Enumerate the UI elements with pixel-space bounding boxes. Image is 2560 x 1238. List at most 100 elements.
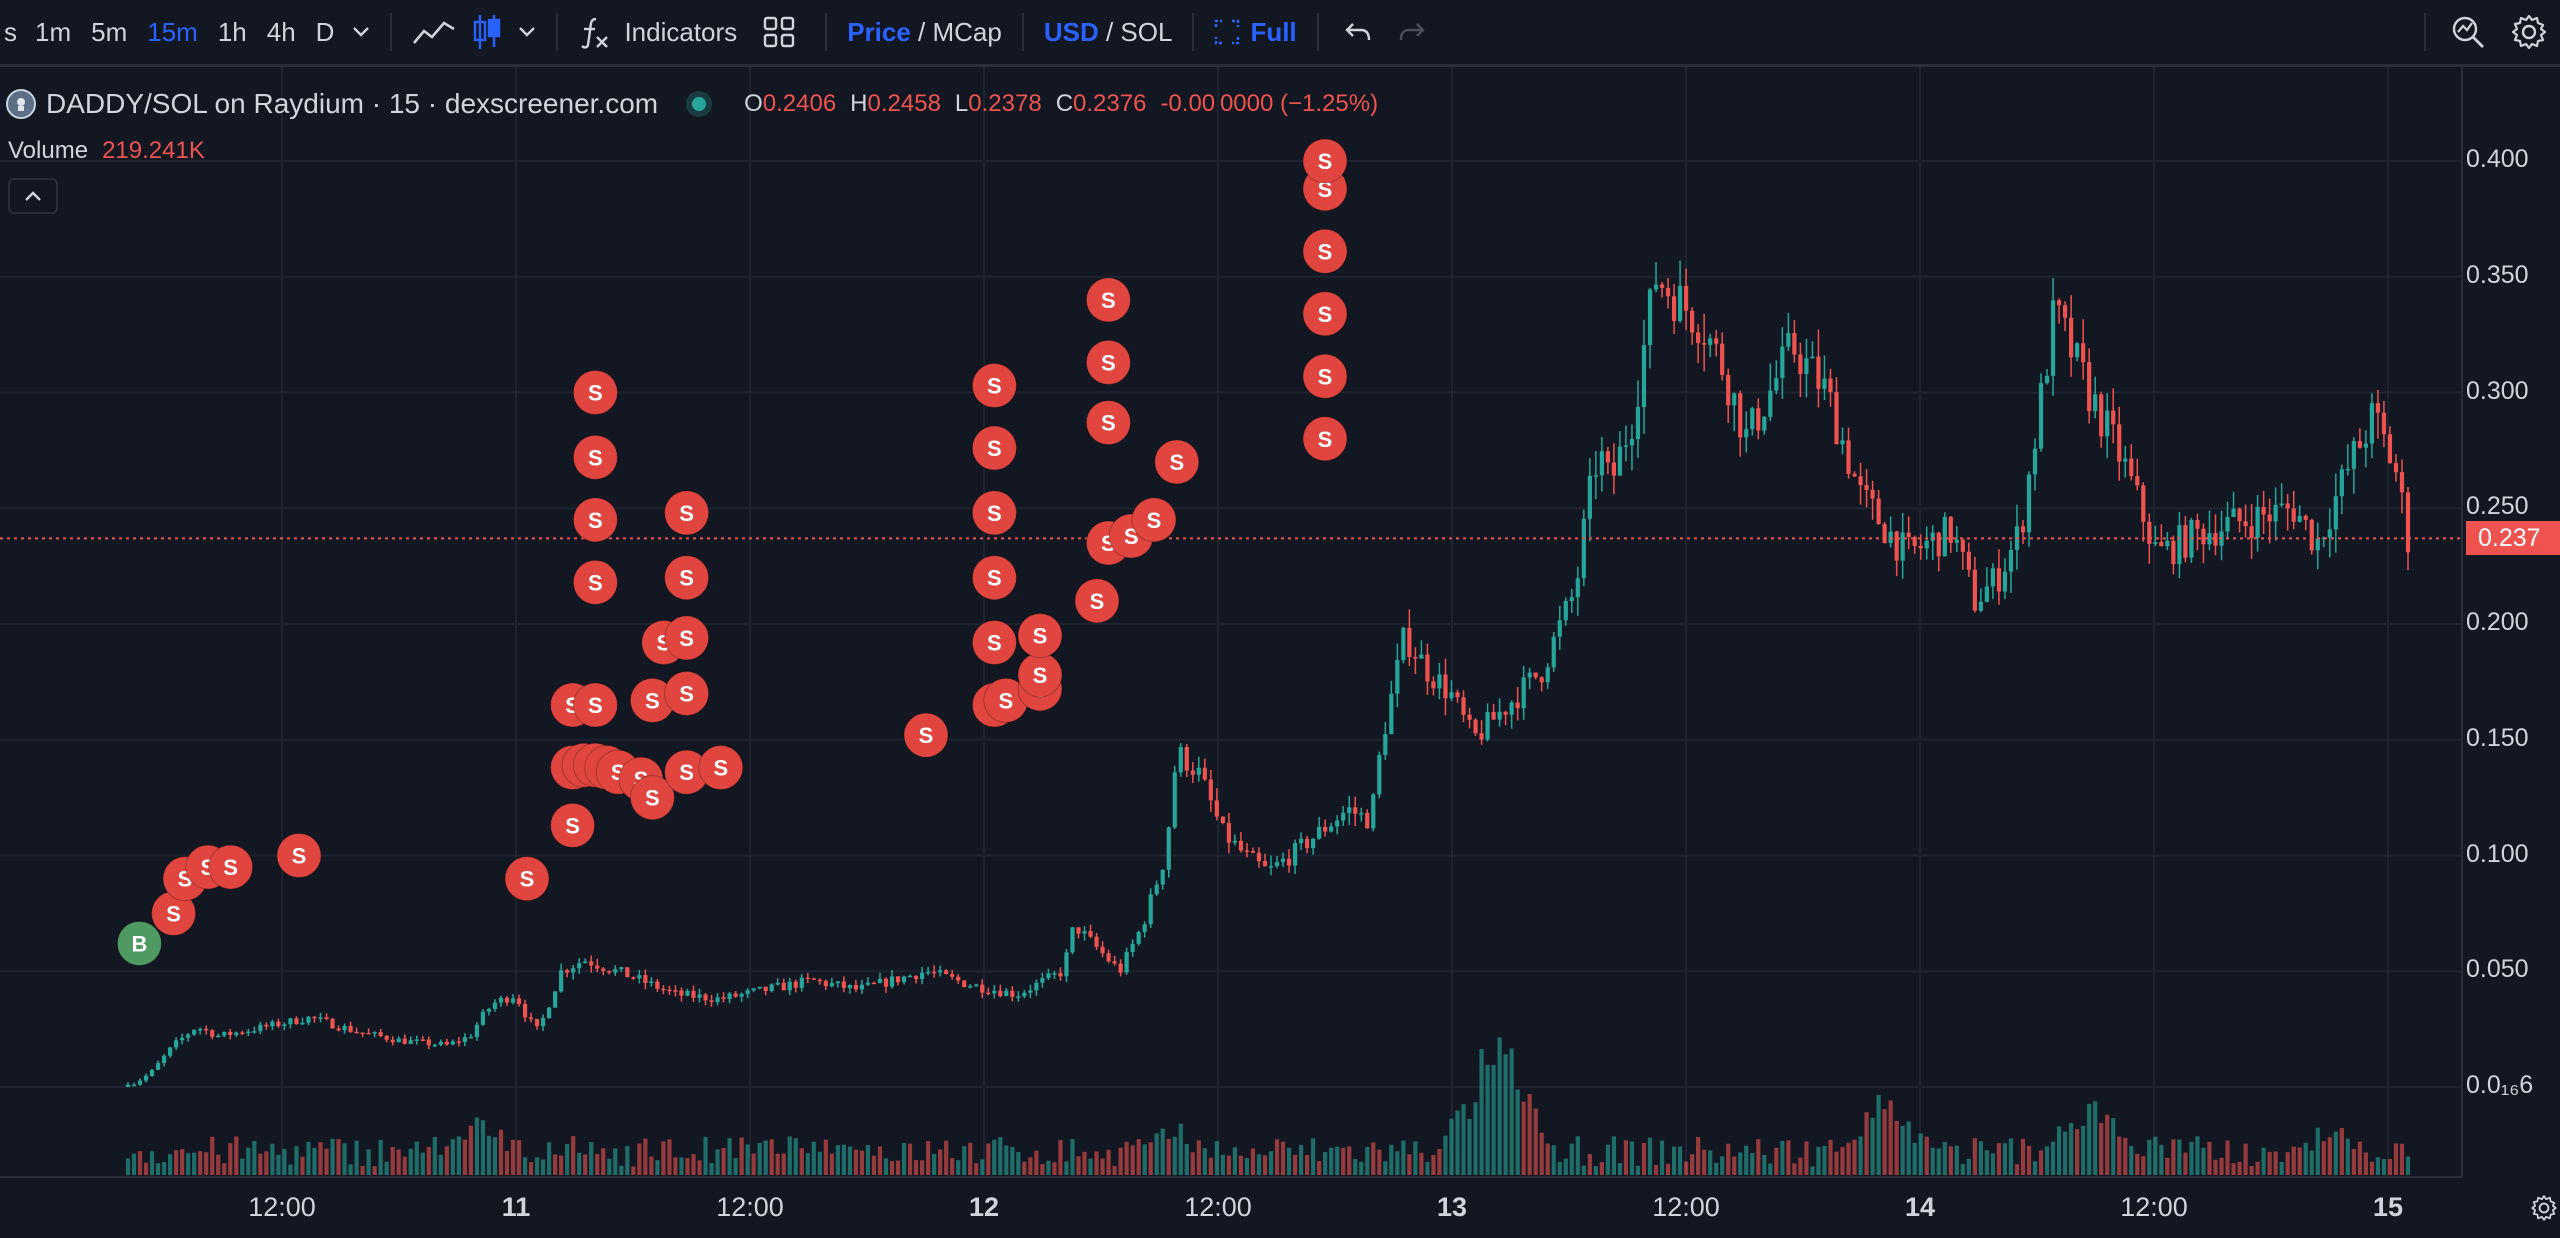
candle-body — [1377, 754, 1382, 795]
candle-body — [2141, 485, 2146, 522]
candle-body — [2309, 519, 2314, 551]
usd-option[interactable]: USD — [1043, 16, 1099, 47]
volume-bar — [2099, 1122, 2104, 1175]
sell-marker: S — [664, 749, 710, 795]
sol-option[interactable]: SOL — [1120, 16, 1173, 47]
volume-bar — [1142, 1144, 1147, 1175]
volume-bar — [1407, 1154, 1412, 1175]
volume-bar — [895, 1160, 901, 1175]
volume-bar — [673, 1157, 678, 1175]
volume-bar — [1533, 1108, 1538, 1175]
volume-bar — [1882, 1109, 1887, 1175]
sell-marker: S — [1085, 400, 1131, 446]
sell-marker-letter: S — [987, 631, 1002, 656]
volume-bar — [408, 1148, 413, 1175]
candle-body — [1503, 711, 1508, 715]
settings-gear-icon[interactable] — [2498, 0, 2560, 64]
candle-body — [1485, 712, 1490, 740]
volume-bar — [1311, 1138, 1316, 1175]
timeframe-1m[interactable]: 1m — [35, 16, 72, 47]
candle-body — [2303, 515, 2308, 520]
volume-bar — [1196, 1140, 1201, 1175]
currency-toggle[interactable]: USD / SOL — [1036, 0, 1181, 64]
volume-bar — [1425, 1161, 1430, 1175]
mcap-option[interactable]: MCap — [932, 16, 1002, 47]
candle-body — [270, 1021, 275, 1027]
candle-body — [709, 1000, 714, 1003]
volume-bar — [1629, 1141, 1635, 1175]
candle-body — [234, 1032, 239, 1036]
volume-bar — [288, 1164, 293, 1175]
candle-body — [1136, 931, 1141, 944]
volume-bar — [2038, 1150, 2044, 1175]
sell-marker: S — [698, 745, 744, 791]
price-option[interactable]: Price — [847, 16, 911, 47]
timeframe-D[interactable]: D — [315, 16, 335, 47]
redo-icon[interactable] — [1385, 0, 1439, 64]
volume-bar — [534, 1157, 540, 1175]
indicators-button[interactable]: Indicators — [570, 0, 745, 64]
candle-body — [1852, 473, 1857, 477]
volume-bar — [1509, 1048, 1514, 1175]
volume-bar — [1413, 1141, 1418, 1175]
volume-bar — [1443, 1135, 1448, 1175]
timeframe-4h[interactable]: 4h — [266, 16, 296, 47]
volume-bar — [907, 1143, 913, 1175]
price-axis-label: 0.050 — [2466, 955, 2529, 984]
time-axis-label: 12:00 — [716, 1192, 784, 1222]
candle-body — [1978, 601, 1983, 611]
volume-bar — [811, 1141, 816, 1175]
price-mcap-toggle[interactable]: Price / MCap — [839, 0, 1010, 64]
sell-marker-circle — [1302, 353, 1348, 399]
price-axis-label: 0.300 — [2466, 376, 2529, 405]
quick-search-icon[interactable] — [2438, 0, 2498, 64]
candle-body — [1677, 286, 1683, 321]
candle-body — [1599, 451, 1604, 476]
volume-bar — [763, 1140, 768, 1175]
timeframe-5m[interactable]: 5m — [91, 16, 128, 47]
volume-bar — [2285, 1152, 2290, 1175]
volume-bar — [2279, 1161, 2284, 1175]
volume-bar — [1948, 1146, 1953, 1175]
volume-bar — [2111, 1118, 2116, 1175]
timeframe-chevron-down-icon[interactable] — [344, 0, 378, 64]
volume-bar — [222, 1163, 227, 1175]
candle-body — [751, 988, 756, 991]
buy-marker: B — [116, 920, 162, 966]
volume-bar — [1798, 1157, 1803, 1175]
candle-body — [2195, 520, 2200, 529]
axis-settings-icon[interactable] — [2530, 1194, 2558, 1227]
candle-body — [2267, 514, 2272, 522]
collapse-legend-button[interactable] — [8, 178, 58, 214]
candle-body — [1106, 953, 1111, 962]
sell-marker: S — [572, 434, 618, 480]
undo-icon[interactable] — [1331, 0, 1385, 64]
layout-grid-icon[interactable] — [745, 0, 813, 64]
close-value: C0.2376 — [1055, 90, 1147, 117]
full-button[interactable]: Full — [1206, 0, 1304, 64]
volume-bar — [2050, 1141, 2056, 1175]
candle-body — [2351, 441, 2356, 469]
toolbar-divider — [390, 13, 393, 51]
volume-label: Volume — [8, 137, 89, 164]
chart-type-chevron-down-icon[interactable] — [510, 0, 544, 64]
line-chart-icon[interactable] — [404, 0, 464, 64]
volume-bar — [1136, 1139, 1141, 1175]
timeframe-1h[interactable]: 1h — [217, 16, 247, 47]
candle-body — [643, 975, 648, 983]
candle-body — [595, 965, 600, 969]
price-axis-label: 0.400 — [2466, 145, 2529, 173]
candle-body — [1359, 812, 1364, 815]
timeframe-15m[interactable]: 15m — [147, 16, 198, 47]
time-axis-label: 11 — [501, 1192, 531, 1222]
candle-body — [1545, 667, 1550, 683]
timeframe-s[interactable]: s — [4, 16, 17, 47]
candles-chart-icon[interactable] — [464, 0, 510, 64]
volume-bar — [1178, 1123, 1183, 1175]
symbol-title[interactable]: DADDY/SOL on Raydium · 15 · dexscreener.… — [46, 88, 659, 119]
candle-body — [1605, 451, 1610, 463]
candle-body — [823, 980, 828, 987]
sell-marker-circle — [971, 555, 1017, 601]
